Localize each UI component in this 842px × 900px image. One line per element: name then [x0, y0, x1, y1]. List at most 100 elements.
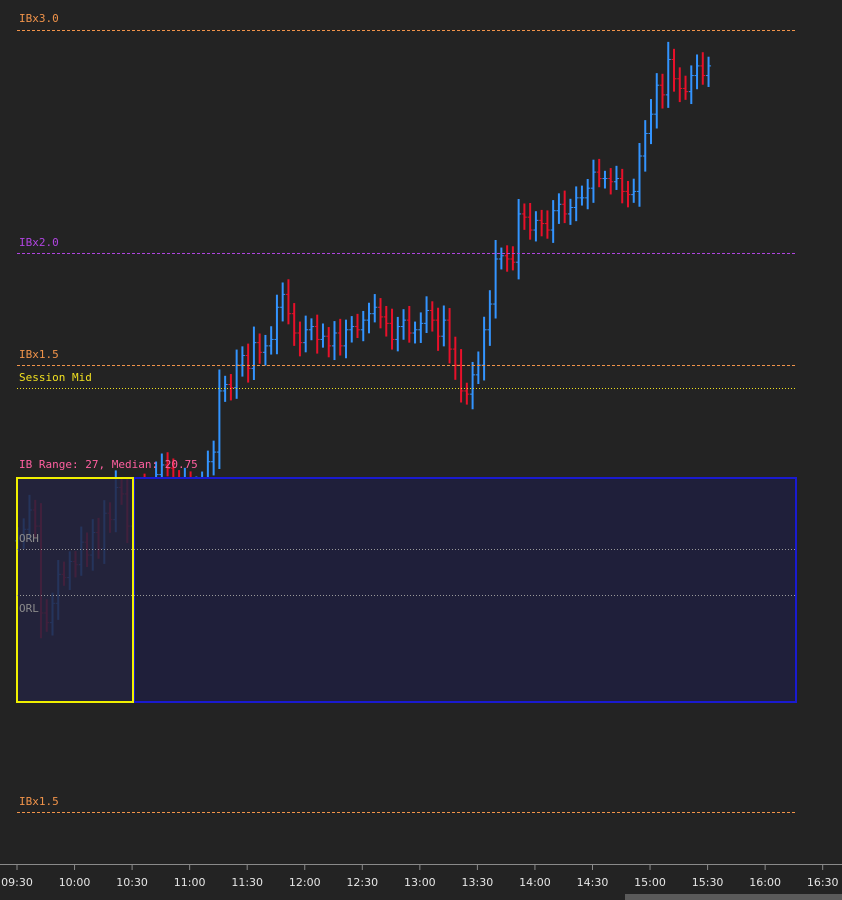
ohlc-bar	[280, 282, 286, 322]
ibx2-label: IBx2.0	[19, 236, 59, 249]
ohlc-bar	[608, 168, 614, 195]
ohlc-bar	[274, 294, 280, 355]
ohlc-bar	[216, 369, 222, 469]
time-tick-label: 16:30	[807, 876, 839, 889]
ohlc-bar	[516, 198, 522, 280]
ohlc-bar	[510, 246, 516, 271]
ohlc-bar	[562, 190, 568, 224]
ohlc-bar	[383, 305, 389, 337]
ib-extension-box	[133, 477, 797, 703]
ohlc-bar	[573, 186, 579, 222]
time-tick-label: 11:30	[231, 876, 263, 889]
ohlc-bar	[493, 239, 499, 319]
ohlc-bar	[636, 142, 642, 207]
time-tick-label: 11:00	[174, 876, 206, 889]
orh-label: ORH	[19, 532, 39, 545]
ohlc-bar	[700, 52, 706, 85]
ohlc-bar	[596, 158, 602, 188]
ohlc-bar	[544, 210, 550, 239]
ohlc-bar	[441, 305, 447, 347]
ohlc-bar	[165, 452, 171, 477]
ohlc-bar	[521, 203, 527, 230]
time-tick-label: 13:30	[462, 876, 494, 889]
ohlc-bar	[590, 159, 596, 203]
time-axis-ticks: 09:30 10:00 10:30 11:00 11:30 12:00 12:30 13:00…	[1, 865, 839, 889]
time-tick-label: 10:00	[59, 876, 91, 889]
ohlc-bar	[337, 318, 343, 356]
horizontal-scrollbar[interactable]	[625, 894, 842, 900]
ohlc-bar	[424, 296, 430, 334]
ohlc-bar	[406, 305, 412, 343]
ohlc-bar	[268, 326, 274, 355]
ibx15-lower-label: IBx1.5	[19, 795, 59, 808]
ohlc-bar	[625, 180, 631, 208]
ohlc-bar	[683, 75, 689, 100]
ohlc-bar	[475, 351, 481, 385]
ohlc-bar	[291, 303, 297, 346]
ohlc-bar	[694, 54, 700, 90]
ohlc-bar	[498, 247, 504, 270]
ohlc-bar	[642, 120, 648, 172]
ohlc-bar	[533, 211, 539, 242]
ohlc-bar	[412, 321, 418, 344]
ohlc-bar	[435, 307, 441, 351]
ibx15-upper-label: IBx1.5	[19, 348, 59, 361]
ohlc-bar	[481, 316, 487, 381]
ohlc-bar	[257, 333, 263, 364]
ohlc-bar	[372, 294, 378, 323]
ohlc-bar	[228, 374, 234, 401]
ohlc-bar	[354, 313, 360, 338]
time-tick-label: 12:00	[289, 876, 321, 889]
ohlc-bar	[706, 56, 712, 87]
ohlc-bar	[331, 321, 337, 361]
ohlc-bar	[343, 319, 349, 359]
ohlc-bar	[251, 326, 257, 380]
ohlc-bar	[665, 41, 671, 108]
ib-range-box	[16, 477, 134, 703]
time-tick-label: 10:30	[116, 876, 148, 889]
ohlc-bar	[688, 65, 694, 105]
ohlc-bar	[389, 308, 395, 350]
ohlc-bar	[660, 73, 666, 109]
time-tick-label: 13:00	[404, 876, 436, 889]
ohlc-bar	[671, 48, 677, 92]
time-tick-label: 12:30	[346, 876, 378, 889]
ohlc-bar	[452, 336, 458, 380]
time-tick-label: 16:00	[749, 876, 781, 889]
ohlc-bar	[418, 312, 424, 343]
ohlc-bar	[470, 361, 476, 410]
ohlc-bar	[401, 309, 407, 340]
ohlc-bar	[349, 316, 355, 343]
ohlc-bar	[429, 301, 435, 332]
ohlc-bar	[648, 99, 654, 145]
time-tick-label: 09:30	[1, 876, 33, 889]
ohlc-bar	[585, 179, 591, 210]
ohlc-bar	[556, 193, 562, 224]
ohlc-bar	[677, 67, 683, 103]
ohlc-bar	[303, 315, 309, 353]
ohlc-bar	[487, 290, 493, 346]
ohlc-bar	[239, 346, 245, 377]
ohlc-bar	[297, 321, 303, 357]
ohlc-bar	[308, 318, 314, 341]
ohlc-bar	[539, 209, 545, 237]
ohlc-bar	[504, 245, 510, 272]
ohlc-bar	[262, 334, 268, 366]
session-mid-label: Session Mid	[19, 371, 92, 384]
ohlc-bar	[602, 170, 608, 189]
ohlc-bar	[222, 375, 228, 402]
ohlc-bar	[619, 168, 625, 204]
time-tick-label: 15:00	[634, 876, 666, 889]
ibx3-label: IBx3.0	[19, 12, 59, 25]
ohlc-bar	[314, 314, 320, 354]
ohlc-bar	[567, 198, 573, 225]
ohlc-bar	[378, 298, 384, 329]
ohlc-bar	[320, 323, 326, 348]
ohlc-bar	[613, 165, 619, 190]
ohlc-bar	[245, 343, 251, 383]
ohlc-bar	[395, 316, 401, 352]
time-tick-label: 14:30	[577, 876, 609, 889]
ohlc-bar	[360, 310, 366, 342]
ohlc-bar	[366, 302, 372, 334]
